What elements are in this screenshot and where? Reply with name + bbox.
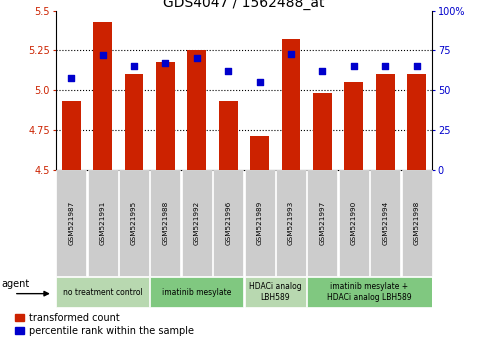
Bar xyxy=(219,101,238,170)
Bar xyxy=(276,170,306,276)
Bar xyxy=(370,170,400,276)
Bar xyxy=(87,170,118,276)
Bar xyxy=(125,74,143,170)
Text: GSM521992: GSM521992 xyxy=(194,201,200,245)
Text: GSM521997: GSM521997 xyxy=(319,201,326,245)
Point xyxy=(319,68,327,74)
Text: HDACi analog
LBH589: HDACi analog LBH589 xyxy=(249,282,301,302)
Point xyxy=(382,63,389,69)
Bar xyxy=(376,74,395,170)
Text: no treatment control: no treatment control xyxy=(63,287,142,297)
Point xyxy=(412,63,420,69)
Bar xyxy=(339,170,369,276)
Point xyxy=(99,52,107,58)
Text: GSM521996: GSM521996 xyxy=(225,201,231,245)
Bar xyxy=(344,82,363,170)
Text: GSM521998: GSM521998 xyxy=(413,201,420,245)
Text: GSM521989: GSM521989 xyxy=(256,201,263,245)
Text: agent: agent xyxy=(1,279,29,289)
Title: GDS4047 / 1562488_at: GDS4047 / 1562488_at xyxy=(163,0,325,10)
Text: GSM521995: GSM521995 xyxy=(131,201,137,245)
Point xyxy=(350,63,357,69)
Point xyxy=(256,79,264,85)
Bar xyxy=(56,277,149,307)
Bar xyxy=(213,170,243,276)
Point xyxy=(161,60,170,66)
Point xyxy=(130,63,138,69)
Legend: transformed count, percentile rank within the sample: transformed count, percentile rank withi… xyxy=(14,313,194,336)
Text: imatinib mesylate +
HDACi analog LBH589: imatinib mesylate + HDACi analog LBH589 xyxy=(327,282,412,302)
Bar xyxy=(150,170,181,276)
Bar xyxy=(56,170,86,276)
Bar xyxy=(187,50,206,170)
Bar xyxy=(244,277,306,307)
Bar xyxy=(62,101,81,170)
Bar xyxy=(182,170,212,276)
Bar xyxy=(307,277,432,307)
Text: GSM521988: GSM521988 xyxy=(162,201,169,245)
Text: GSM521994: GSM521994 xyxy=(382,201,388,245)
Text: GSM521990: GSM521990 xyxy=(351,201,357,245)
Bar xyxy=(119,170,149,276)
Point xyxy=(68,75,75,80)
Bar xyxy=(244,170,275,276)
Bar xyxy=(313,93,332,170)
Bar xyxy=(307,170,338,276)
Bar xyxy=(93,22,112,170)
Bar xyxy=(407,74,426,170)
Text: imatinib mesylate: imatinib mesylate xyxy=(162,287,231,297)
Point xyxy=(224,68,232,74)
Text: GSM521987: GSM521987 xyxy=(68,201,74,245)
Bar xyxy=(150,277,243,307)
Bar xyxy=(250,136,269,170)
Point xyxy=(193,56,201,61)
Point xyxy=(287,51,295,56)
Bar xyxy=(282,39,300,170)
Bar xyxy=(401,170,432,276)
Text: GSM521993: GSM521993 xyxy=(288,201,294,245)
Text: GSM521991: GSM521991 xyxy=(99,201,106,245)
Bar xyxy=(156,62,175,170)
